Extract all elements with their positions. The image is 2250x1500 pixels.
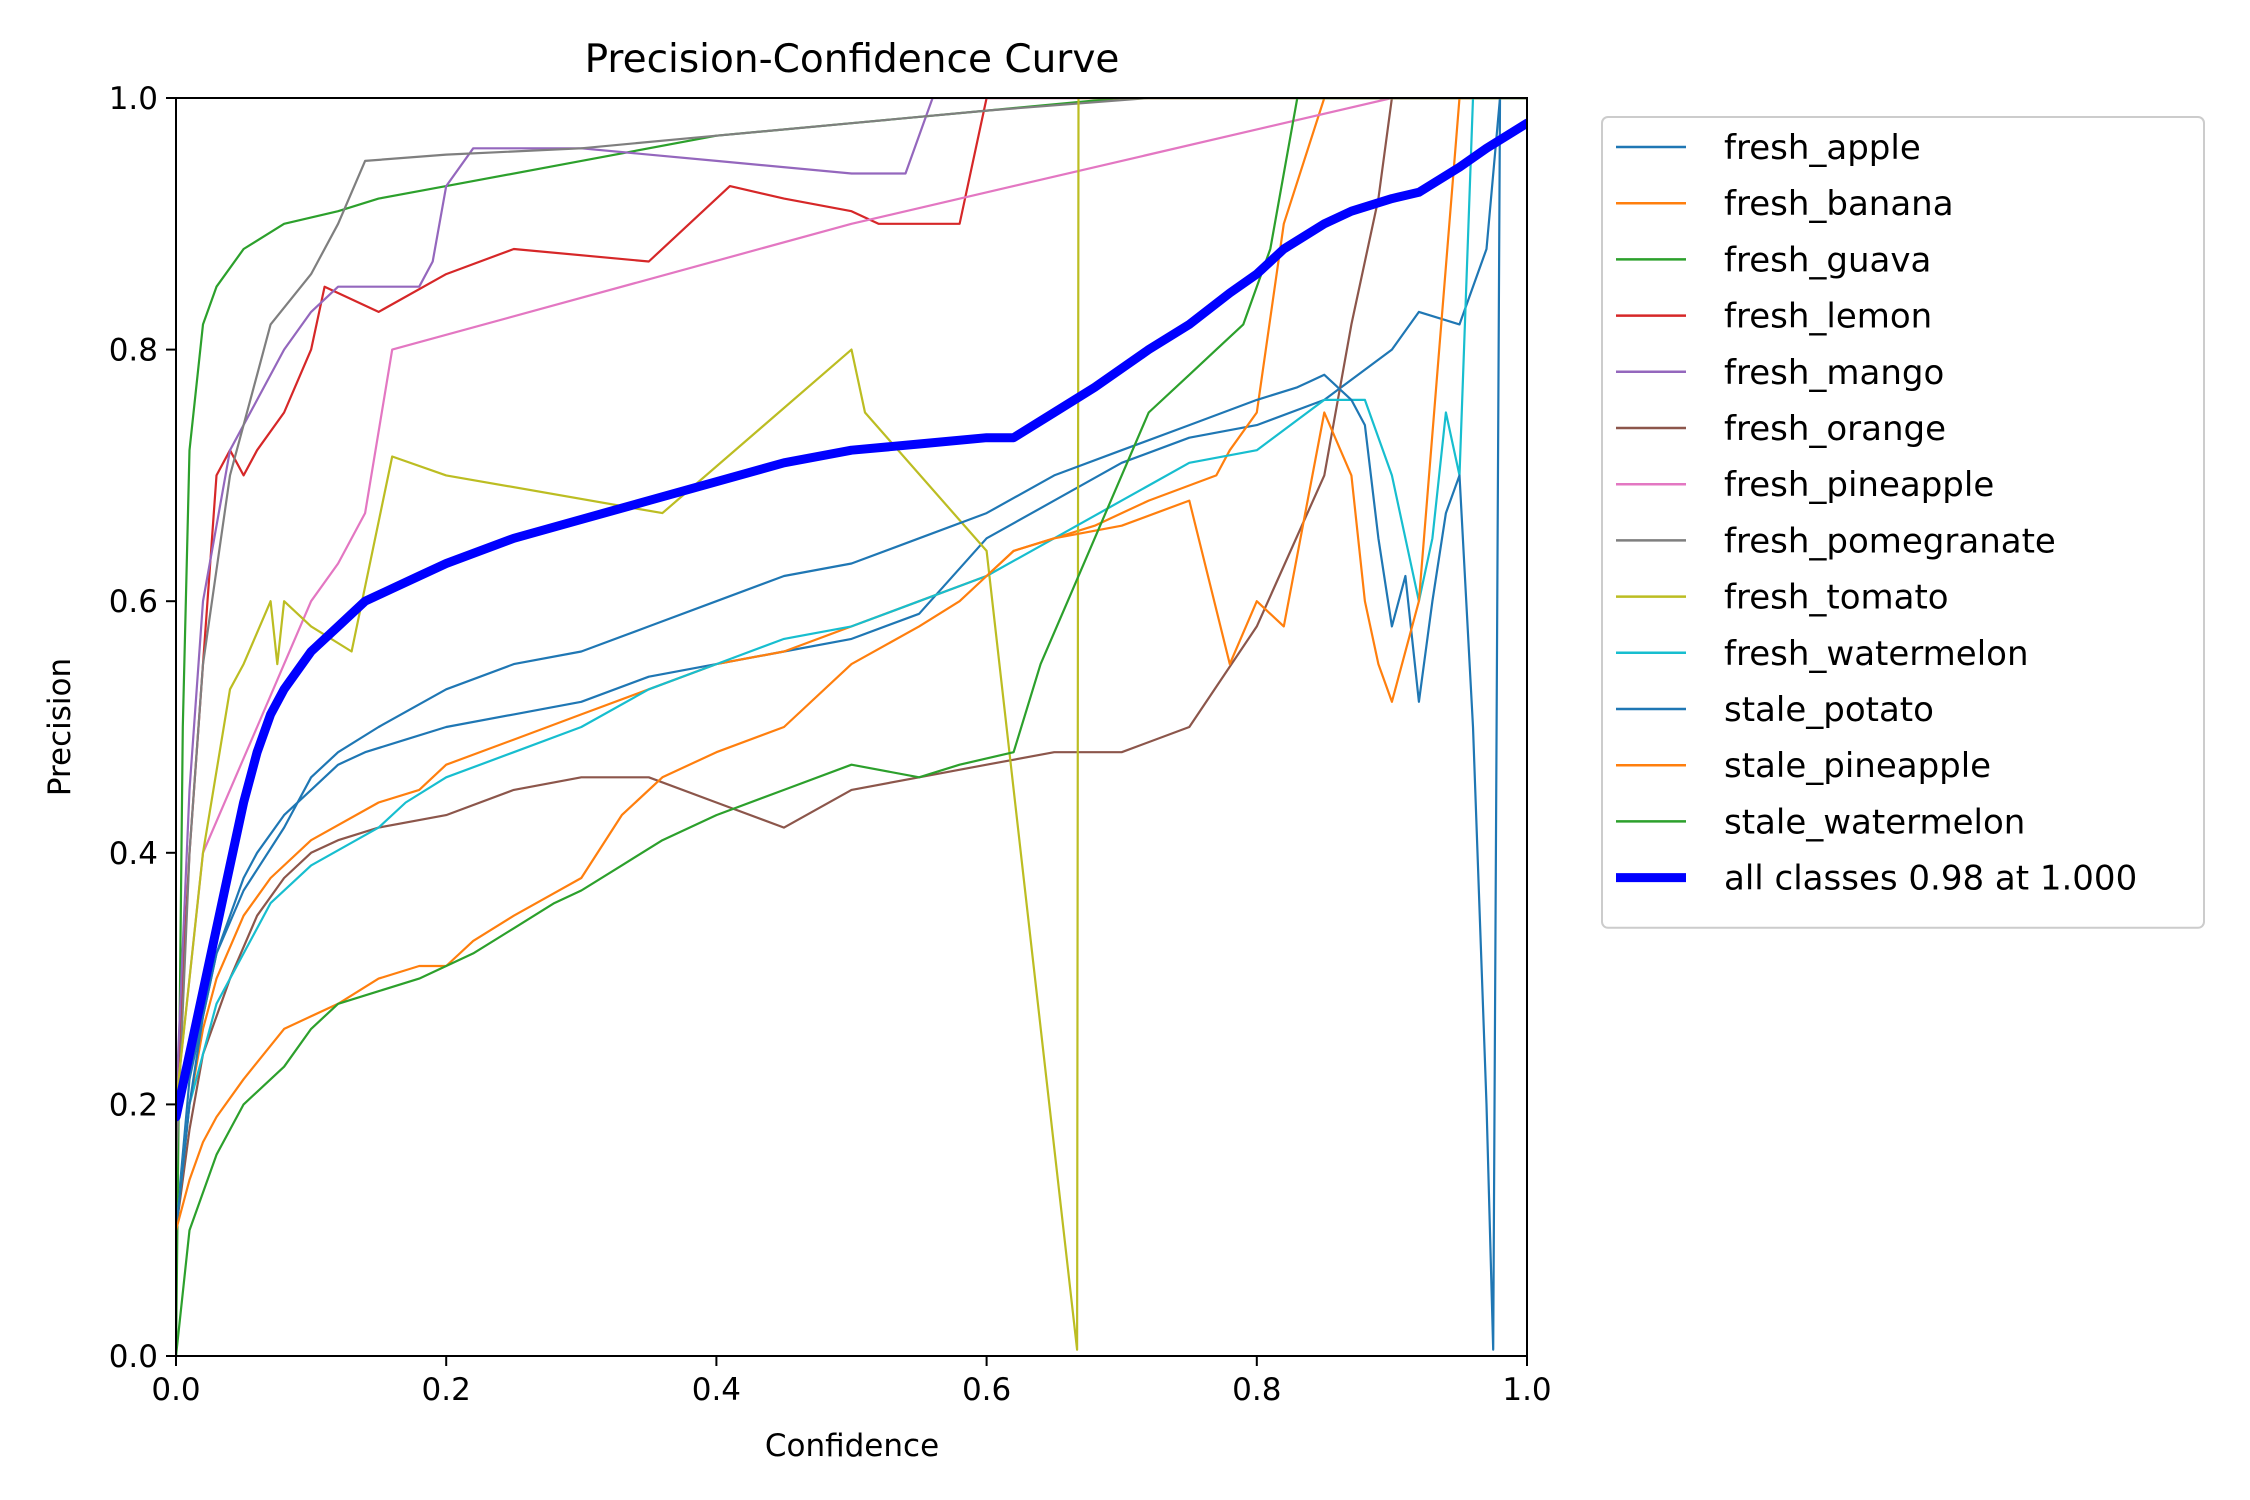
legend-label: fresh_banana — [1724, 184, 1954, 224]
y-tick-label: 0.8 — [109, 333, 158, 369]
x-tick-label: 0.8 — [1232, 1372, 1281, 1408]
legend-label: fresh_mango — [1724, 353, 1944, 393]
series-line-stale-potato — [176, 98, 1527, 1351]
series-line-stale-pineapple — [176, 98, 1527, 1232]
series-line-fresh-pomegranate — [176, 98, 1527, 1169]
legend-label: fresh_guava — [1724, 240, 1931, 280]
legend-label: stale_watermelon — [1724, 802, 2025, 842]
legend-label: fresh_watermelon — [1724, 634, 2029, 674]
legend-label: fresh_orange — [1724, 409, 1946, 449]
x-tick-label: 0.0 — [151, 1372, 200, 1408]
legend-label: stale_pineapple — [1724, 746, 1991, 786]
legend-label: fresh_pineapple — [1724, 465, 1994, 505]
legend-label: stale_potato — [1724, 690, 1934, 730]
legend: fresh_apple fresh_banana fresh_guava fresh_… — [1601, 116, 2205, 929]
legend-label: fresh_pomegranate — [1724, 521, 2056, 561]
series-line-all-classes-0-98-at-1-000 — [176, 118, 1527, 1122]
plot-frame — [175, 97, 1528, 1357]
x-axis-label: Confidence — [765, 1428, 939, 1464]
x-tick-label: 1.0 — [1502, 1372, 1551, 1408]
y-tick-label: 0.6 — [109, 584, 158, 620]
y-tick-label: 0.4 — [109, 836, 158, 872]
y-tick-label: 0.2 — [109, 1087, 158, 1123]
y-tick-label: 0.0 — [109, 1339, 158, 1375]
x-tick-label: 0.4 — [692, 1372, 741, 1408]
y-axis-label: Precision — [42, 658, 78, 796]
y-tick-label: 1.0 — [109, 81, 158, 117]
legend-label: fresh_lemon — [1724, 297, 1932, 337]
legend-box — [1601, 116, 2205, 929]
series-line-fresh-tomato — [176, 98, 1527, 1351]
axis-ticks: 0.0 0.2 0.4 0.6 0.8 1.0 0.0 0.2 0.4 0.6 0.8 1.0 — [109, 81, 1552, 1408]
series-line-fresh-mango — [176, 98, 1527, 1106]
series-line-fresh-pineapple — [176, 98, 1527, 1106]
series-line-fresh-guava — [176, 98, 1527, 1356]
legend-label: fresh_apple — [1724, 128, 1921, 168]
x-tick-label: 0.2 — [422, 1372, 471, 1408]
chart-title: Precision-Confidence Curve — [585, 37, 1120, 82]
x-tick-label: 0.6 — [962, 1372, 1011, 1408]
legend-label: fresh_tomato — [1724, 578, 1949, 618]
series-line-fresh-apple — [176, 98, 1527, 1232]
legend-label: all classes 0.98 at 1.000 — [1724, 859, 2137, 899]
series-line-stale-watermelon — [176, 98, 1527, 1356]
